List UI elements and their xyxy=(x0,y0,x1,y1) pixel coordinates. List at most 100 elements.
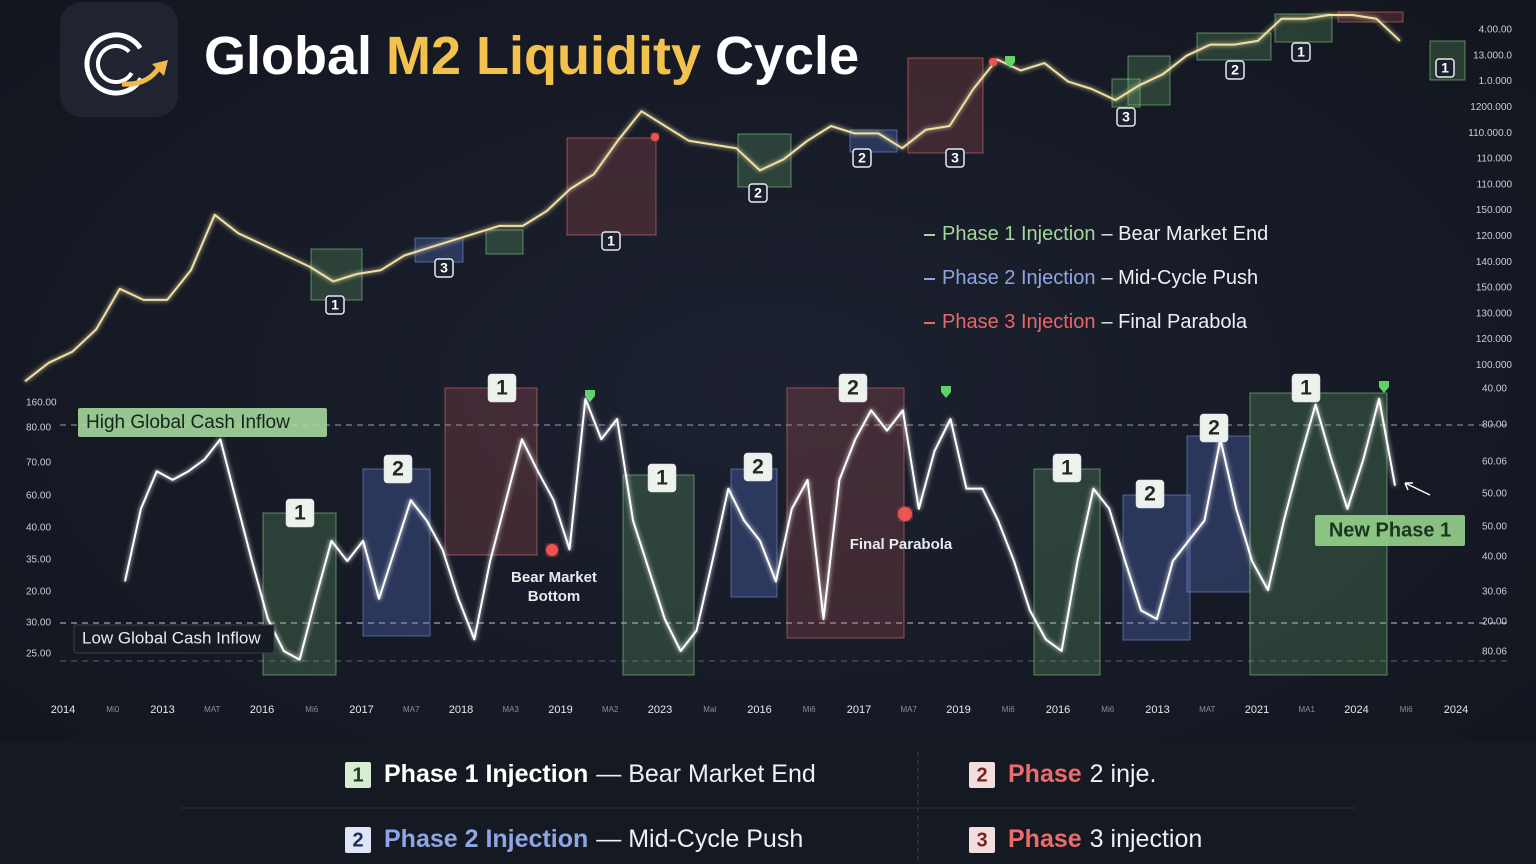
title-part: Global xyxy=(204,26,372,86)
x-axis-label: Mi0 xyxy=(106,705,119,714)
y2-axis-label: 60.06 xyxy=(1482,457,1507,468)
phase-badge xyxy=(487,373,517,403)
phase-badge xyxy=(1135,479,1165,509)
y-axis-label: 80.00 xyxy=(26,423,51,434)
annotation: Low Global Cash Inflow xyxy=(82,628,261,647)
phase-box xyxy=(1033,468,1101,676)
legend-name: Phase 2 Injection xyxy=(942,267,1095,289)
x-axis-label: MA7 xyxy=(403,705,420,714)
x-axis-label: Mi6 xyxy=(1400,705,1413,714)
legend-desc: – Mid-Cycle Push xyxy=(1101,267,1258,289)
legend-desc: 2 inje. xyxy=(1090,760,1157,788)
x-axis-label: 2017 xyxy=(349,704,373,716)
signal-pin xyxy=(941,386,951,398)
phase-badge-label: 1 xyxy=(656,467,668,490)
phase-badge-label: 2 xyxy=(847,377,859,400)
phase-box xyxy=(1122,494,1191,641)
x-axis-label: 2016 xyxy=(747,704,771,716)
phase-badge-label: 1 xyxy=(1061,457,1073,480)
y2-axis-label: 40.00 xyxy=(1482,552,1507,563)
signal-pin xyxy=(585,390,595,402)
phase-badge xyxy=(434,258,454,278)
x-axis-label: 2013 xyxy=(150,704,174,716)
x-axis-label: MA2 xyxy=(602,705,619,714)
legend-badge xyxy=(969,762,995,788)
phase-box xyxy=(362,468,431,637)
phase-badge-label: 1 xyxy=(1300,377,1312,400)
y-axis-label: 120.000 xyxy=(1476,231,1513,242)
phase-badge xyxy=(1291,42,1311,62)
y-axis-label: 110.000 xyxy=(1477,179,1513,190)
signal-dot xyxy=(898,507,912,521)
y-axis-label: 25.00 xyxy=(26,649,51,660)
phase-badge-label: 1 xyxy=(294,502,306,525)
x-axis-label: Mi6 xyxy=(1101,705,1114,714)
legend-entry: Phase 2 inje. xyxy=(1008,760,1156,788)
x-axis-label: 2017 xyxy=(847,704,871,716)
phase-badge-label: 2 xyxy=(858,150,866,166)
x-axis-label: MA3 xyxy=(503,705,520,714)
phase-box xyxy=(1196,32,1272,61)
x-axis-label: MA1 xyxy=(1299,705,1316,714)
signal-pin xyxy=(1379,381,1389,393)
phase-box xyxy=(849,129,898,153)
y2-axis-label: 50.00 xyxy=(1482,522,1507,533)
phase-badge-label: 2 xyxy=(392,458,404,481)
y-axis-label: 35.00 xyxy=(26,555,51,566)
x-axis-label: Mal xyxy=(703,705,716,714)
y-axis-label: 110.000 xyxy=(1477,154,1513,165)
phase-badge xyxy=(1291,373,1321,403)
legend-desc: 3 injection xyxy=(1090,825,1203,853)
x-axis-label: 2024 xyxy=(1444,704,1468,716)
legend-entry: Phase 3 Injection – Final Parabola xyxy=(942,311,1248,333)
phase-badge xyxy=(748,183,768,203)
y-axis-label: 4.00.00 xyxy=(1479,25,1513,36)
phase-badge xyxy=(838,373,868,403)
legend-name: Phase 3 Injection xyxy=(942,311,1095,333)
y2-axis-label: 50.00 xyxy=(1482,489,1507,500)
y-axis-label: 1.0.000 xyxy=(1479,76,1513,87)
x-axis-label: 2024 xyxy=(1344,704,1368,716)
legend-desc: – Bear Market End xyxy=(1101,223,1268,245)
phase-badge xyxy=(601,231,621,251)
legend-desc: — Mid-Cycle Push xyxy=(596,825,803,853)
legend-badge xyxy=(345,827,371,853)
charts: 1 3 1 2 2 3 3 2 1 1 4.00.00 13.000.0 1.0.000 1200.000… xyxy=(24,11,1513,853)
phase-badge xyxy=(285,498,315,528)
legend-desc: — Bear Market End xyxy=(596,760,816,788)
phase-badge-label: 3 xyxy=(1122,109,1130,125)
phase-badge-label: 1 xyxy=(1441,60,1449,76)
annotation: Final Parabola xyxy=(850,536,953,553)
phase-badge-label: 2 xyxy=(754,185,762,201)
x-axis-label: 2021 xyxy=(1245,704,1269,716)
legend-badge-label: 3 xyxy=(976,829,987,851)
legend-badge-label: 2 xyxy=(976,764,987,786)
phase-badge-label: 3 xyxy=(951,150,959,166)
data-line xyxy=(24,14,1401,383)
legend-badge xyxy=(969,827,995,853)
y-axis-label: 13.000.0 xyxy=(1473,50,1512,61)
phase-badge xyxy=(1435,58,1455,78)
title: Global M2 Liquidity Cycle xyxy=(204,26,859,86)
phase-badge-label: 2 xyxy=(752,456,764,479)
title-part: M2 Liquidity xyxy=(386,26,701,86)
title-part: Cycle xyxy=(715,26,859,86)
legend-entry: Phase 3 injection xyxy=(1008,825,1202,853)
x-axis-label: Mi6 xyxy=(305,705,318,714)
y-axis-label: 140.000 xyxy=(1476,257,1513,268)
phase-badge-label: 2 xyxy=(1231,62,1239,78)
x-axis-label: Mi6 xyxy=(803,705,816,714)
phase-box xyxy=(262,512,337,676)
phase-badge xyxy=(325,295,345,315)
phase-badge-label: 1 xyxy=(607,233,615,249)
y2-axis-label: 80.00 xyxy=(1482,420,1507,431)
phase-box xyxy=(622,474,695,676)
phase-box xyxy=(444,387,538,556)
x-axis-label: MAT xyxy=(204,705,220,714)
annotation: Bear Market xyxy=(511,569,597,586)
legend-entry: Phase 2 Injection – Mid-Cycle Push xyxy=(942,267,1258,289)
legend-badge xyxy=(345,762,371,788)
y-axis-label: 100.000 xyxy=(1476,360,1513,371)
phase-badge xyxy=(1052,453,1082,483)
x-axis-label: MA7 xyxy=(901,705,918,714)
